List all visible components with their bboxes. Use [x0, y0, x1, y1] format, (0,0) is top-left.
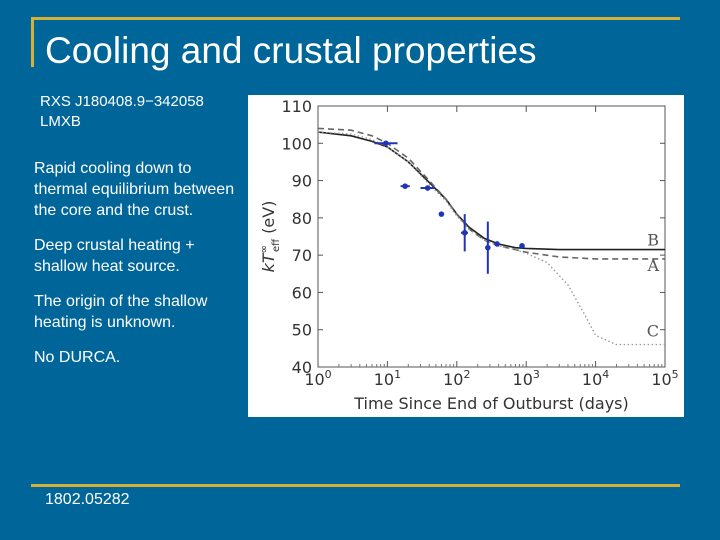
x-axis-label: Time Since End of Outburst (days)	[353, 394, 629, 413]
curve-label-C: C	[647, 322, 659, 341]
notes-list: Rapid cooling down to thermal equilibriu…	[34, 158, 249, 382]
note-item: Rapid cooling down to thermal equilibriu…	[34, 160, 235, 219]
obs-point	[402, 183, 408, 189]
x-tick-label: 105	[651, 368, 678, 389]
curve-label-A: A	[646, 256, 659, 275]
x-tick-label: 102	[443, 368, 470, 389]
series-A-line	[317, 127, 665, 260]
accent-rule-top	[31, 17, 680, 20]
note-item: The origin of the shallow heating is unk…	[34, 293, 208, 331]
accent-rule-bottom	[31, 484, 680, 487]
slide-title: Cooling and crustal properties	[45, 30, 537, 71]
obs-point	[519, 243, 525, 249]
obs-point	[438, 211, 445, 217]
y-tick-label: 40	[292, 358, 312, 377]
x-tick-label: 100	[304, 368, 331, 389]
source-label: RXS J180408.9−342058 LMXB	[40, 92, 204, 132]
y-tick-label: 80	[292, 209, 312, 228]
obs-point	[485, 244, 491, 251]
plot-frame	[317, 105, 666, 368]
note-item: Deep crustal heating + shallow heat sour…	[34, 237, 195, 275]
source-name: RXS J180408.9−342058	[40, 93, 204, 110]
note-item: No DURCA.	[34, 349, 121, 366]
arxiv-reference: 1802.05282	[45, 491, 130, 508]
x-tick-label: 101	[374, 368, 401, 389]
y-axis-label: kT∞eff (eV)	[259, 201, 282, 273]
obs-point	[424, 185, 431, 191]
cooling-curve-chart: 40 50 60 70 80 90 100 110 100 101 102 103 104 105 Time…	[248, 95, 684, 417]
series-C-line	[317, 131, 665, 346]
y-tick-label: 90	[292, 172, 312, 191]
y-tick-label: 60	[292, 283, 312, 302]
y-tick-label: 100	[281, 134, 312, 153]
obs-point	[383, 140, 389, 147]
y-tick-label: 110	[281, 97, 312, 116]
accent-rule-vertical	[31, 17, 34, 67]
x-tick-label: 103	[513, 368, 540, 389]
obs-point	[461, 229, 468, 236]
y-tick-label: 50	[292, 321, 312, 340]
y-tick-label: 70	[292, 246, 312, 265]
curve-label-B: B	[647, 231, 659, 250]
series-B-line	[317, 131, 665, 251]
chart-svg: 40 50 60 70 80 90 100 110 100 101 102 103 104 105 Time…	[259, 97, 679, 413]
source-type: LMXB	[40, 113, 81, 130]
obs-point	[494, 241, 500, 247]
x-tick-label: 104	[582, 368, 609, 389]
